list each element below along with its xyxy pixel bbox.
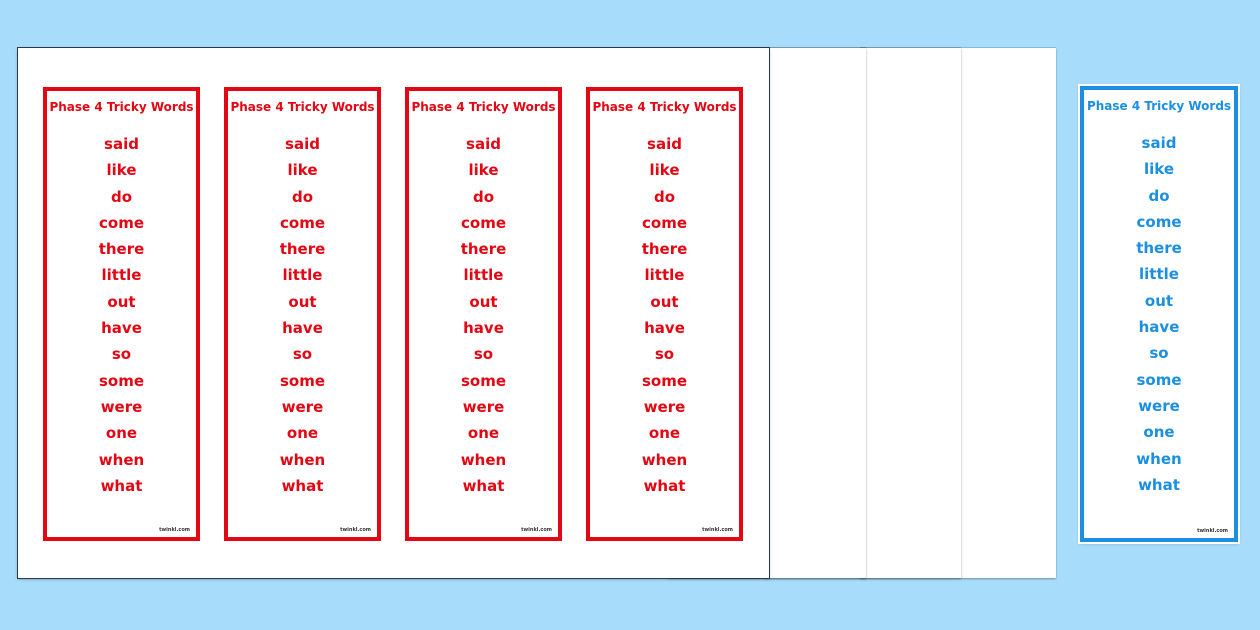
word: there bbox=[460, 240, 507, 259]
word: have bbox=[282, 319, 323, 338]
word: do bbox=[653, 187, 676, 206]
bookmark-red-2: Phase 4 Tricky Words said like do come t… bbox=[224, 87, 381, 541]
word: like bbox=[1143, 160, 1175, 179]
bookmark-red-4: Phase 4 Tricky Words said like do come t… bbox=[586, 87, 743, 541]
word: there bbox=[641, 240, 688, 259]
word-list: said like do come there little out have … bbox=[409, 131, 558, 499]
word: like bbox=[287, 161, 318, 180]
word: were bbox=[462, 397, 505, 416]
word: said bbox=[1141, 134, 1177, 152]
word: were bbox=[1138, 396, 1180, 415]
word: were bbox=[281, 397, 324, 416]
word: one bbox=[1143, 423, 1175, 442]
word: so bbox=[654, 345, 675, 364]
bookmark-title: Phase 4 Tricky Words bbox=[230, 100, 375, 114]
word: so bbox=[473, 345, 494, 364]
word-list: said like do come there little out have … bbox=[590, 131, 739, 499]
word: when bbox=[1136, 449, 1182, 468]
footer-text: twinkl.com bbox=[702, 527, 733, 533]
bookmark-red-3: Phase 4 Tricky Words said like do come t… bbox=[405, 87, 562, 541]
word: said bbox=[104, 135, 139, 153]
sheet-front-red: Phase 4 Tricky Words said like do come t… bbox=[18, 48, 769, 578]
word: some bbox=[1136, 370, 1182, 389]
word: there bbox=[279, 240, 326, 259]
bookmark-red-1: Phase 4 Tricky Words said like do come t… bbox=[43, 87, 200, 541]
word: have bbox=[463, 319, 504, 338]
word: what bbox=[1138, 475, 1180, 494]
word: one bbox=[286, 424, 319, 443]
word: little bbox=[101, 266, 142, 285]
word: like bbox=[649, 161, 680, 180]
word: do bbox=[472, 187, 495, 206]
footer-text: twinkl.com bbox=[1197, 528, 1228, 534]
word: said bbox=[285, 135, 320, 153]
bookmark-blue-single: Phase 4 Tricky Words said like do come t… bbox=[1080, 86, 1238, 542]
word: so bbox=[111, 345, 132, 364]
word: out bbox=[288, 292, 317, 311]
word: come bbox=[1136, 212, 1182, 231]
word: little bbox=[282, 266, 323, 285]
bookmark-title: Phase 4 Tricky Words bbox=[49, 100, 194, 114]
word: were bbox=[643, 397, 686, 416]
word: do bbox=[291, 187, 314, 206]
word: what bbox=[462, 476, 505, 495]
word: little bbox=[644, 266, 685, 285]
word: out bbox=[650, 292, 679, 311]
word: little bbox=[1139, 265, 1179, 284]
word: were bbox=[100, 397, 143, 416]
bookmark-title: Phase 4 Tricky Words bbox=[411, 100, 556, 114]
word: some bbox=[98, 371, 145, 390]
bookmark-title: Phase 4 Tricky Words bbox=[1086, 99, 1232, 113]
word: like bbox=[106, 161, 137, 180]
word: there bbox=[98, 240, 145, 259]
word: come bbox=[642, 213, 687, 232]
bookmark-title: Phase 4 Tricky Words bbox=[592, 100, 737, 114]
word: come bbox=[280, 213, 325, 232]
word: when bbox=[641, 450, 688, 469]
word: one bbox=[648, 424, 681, 443]
word: like bbox=[468, 161, 499, 180]
word: have bbox=[101, 319, 142, 338]
word: there bbox=[1136, 239, 1182, 258]
word: come bbox=[99, 213, 144, 232]
word: when bbox=[279, 450, 326, 469]
word: so bbox=[292, 345, 313, 364]
word: so bbox=[1149, 344, 1169, 363]
word-list: said like do come there little out have … bbox=[47, 131, 196, 499]
word: have bbox=[644, 319, 685, 338]
word: what bbox=[281, 476, 324, 495]
word: said bbox=[647, 135, 682, 153]
word-list: said like do come there little out have … bbox=[228, 131, 377, 499]
word: little bbox=[463, 266, 504, 285]
word: what bbox=[643, 476, 686, 495]
word: when bbox=[460, 450, 507, 469]
word: when bbox=[98, 450, 145, 469]
footer-text: twinkl.com bbox=[521, 527, 552, 533]
word: out bbox=[469, 292, 498, 311]
word: one bbox=[105, 424, 138, 443]
word: have bbox=[1138, 318, 1180, 337]
word: some bbox=[460, 371, 507, 390]
word: come bbox=[461, 213, 506, 232]
word: out bbox=[1144, 291, 1174, 310]
footer-text: twinkl.com bbox=[159, 527, 190, 533]
word: do bbox=[110, 187, 133, 206]
word: do bbox=[1148, 186, 1170, 205]
word: some bbox=[641, 371, 688, 390]
word-list: said like do come there little out have … bbox=[1084, 130, 1234, 498]
word: out bbox=[107, 292, 136, 311]
word: one bbox=[467, 424, 500, 443]
word: some bbox=[279, 371, 326, 390]
word: what bbox=[100, 476, 143, 495]
word: said bbox=[466, 135, 501, 153]
footer-text: twinkl.com bbox=[340, 527, 371, 533]
